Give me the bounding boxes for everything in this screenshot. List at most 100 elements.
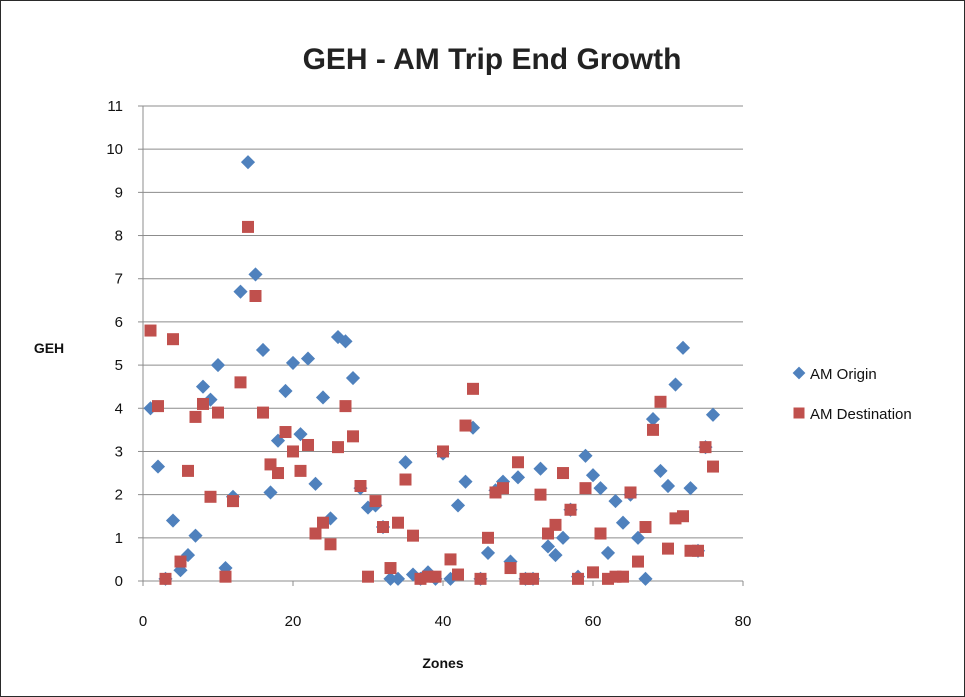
point-origin-61	[593, 481, 608, 496]
gridlines	[143, 105, 743, 582]
point-origin-56	[555, 530, 571, 545]
y-tick-label-10: 10	[106, 141, 123, 158]
point-origin-23	[308, 476, 323, 491]
point-destination-6	[182, 464, 194, 477]
point-origin-60	[585, 468, 601, 483]
legend-label-am-destination: AM Destination	[810, 406, 912, 423]
point-destination-9	[204, 490, 217, 503]
point-origin-17	[263, 485, 278, 500]
point-origin-34	[390, 571, 406, 586]
series-am-destination	[144, 220, 719, 585]
point-origin-15	[248, 267, 263, 282]
point-origin-8	[195, 379, 211, 394]
point-destination-55	[549, 518, 562, 531]
x-tick-label-60: 60	[585, 613, 602, 630]
point-destination-39	[429, 570, 442, 583]
point-destination-52	[527, 572, 539, 585]
series-am-origin	[143, 155, 721, 586]
y-tick-label-11: 11	[107, 98, 123, 115]
point-destination-69	[654, 395, 667, 408]
point-origin-72	[675, 340, 691, 355]
y-axis-label: GEH	[34, 340, 64, 356]
point-origin-24	[315, 390, 331, 405]
x-tick-label-40: 40	[435, 613, 452, 630]
point-destination-64	[617, 570, 629, 583]
point-origin-10	[210, 358, 226, 373]
legend-label-am-origin: AM Origin	[810, 366, 877, 383]
point-destination-33	[384, 562, 397, 575]
point-origin-16	[255, 342, 271, 358]
point-origin-69	[653, 463, 668, 478]
chart-title: GEH - AM Trip End Growth	[303, 43, 682, 76]
point-destination-66	[632, 555, 644, 568]
point-destination-11	[219, 570, 232, 583]
point-destination-36	[407, 529, 419, 542]
point-origin-46	[480, 545, 496, 561]
point-origin-19	[278, 383, 293, 399]
point-destination-29	[354, 480, 367, 492]
x-tick-label-0: 0	[139, 613, 147, 630]
point-origin-71	[668, 377, 683, 392]
x-tick-label-80: 80	[735, 613, 752, 630]
point-origin-50	[510, 470, 526, 485]
point-destination-75	[699, 441, 712, 454]
point-origin-64	[615, 515, 631, 530]
point-origin-21	[293, 427, 308, 442]
point-origin-22	[300, 351, 316, 366]
legend-item-am-destination: AM Destination	[793, 406, 912, 423]
point-origin-28	[345, 370, 361, 386]
point-origin-66	[630, 530, 646, 545]
x-axis-label: Zones	[422, 655, 463, 671]
point-destination-56	[557, 467, 569, 480]
point-destination-53	[534, 488, 547, 501]
point-origin-14	[240, 155, 256, 170]
y-tick-label-5: 5	[115, 357, 123, 374]
point-origin-67	[638, 571, 653, 586]
point-origin-63	[608, 494, 623, 509]
point-destination-74	[692, 544, 704, 557]
point-destination-41	[444, 553, 457, 566]
point-destination-49	[504, 562, 517, 575]
point-destination-30	[362, 570, 374, 583]
point-origin-7	[188, 528, 203, 543]
point-destination-5	[174, 555, 187, 568]
point-destination-14	[242, 220, 254, 233]
point-destination-24	[317, 516, 329, 529]
point-origin-68	[645, 411, 661, 427]
legend: AM Origin AM Destination	[792, 366, 912, 423]
point-destination-42	[452, 568, 464, 581]
y-tick-label-6: 6	[115, 314, 123, 331]
y-tick-label-9: 9	[115, 184, 123, 201]
point-origin-4	[165, 513, 181, 528]
point-destination-48	[497, 482, 509, 495]
point-destination-18	[272, 467, 284, 480]
point-destination-13	[234, 376, 247, 389]
x-axis-ticks: 0 20 40 60 80	[139, 581, 752, 630]
point-destination-4	[167, 333, 179, 346]
point-destination-40	[437, 445, 449, 458]
point-destination-16	[257, 406, 269, 419]
point-origin-70	[660, 478, 676, 494]
point-origin-59	[578, 448, 593, 463]
point-destination-76	[707, 460, 719, 473]
point-destination-46	[482, 531, 494, 544]
point-destination-70	[662, 542, 674, 555]
point-destination-23	[309, 527, 322, 540]
point-destination-43	[459, 419, 472, 432]
legend-item-am-origin: AM Origin	[792, 366, 877, 383]
point-destination-57	[564, 503, 577, 516]
point-origin-43	[458, 474, 473, 489]
point-origin-27	[338, 334, 353, 349]
point-origin-62	[600, 545, 616, 561]
point-origin-13	[233, 284, 248, 299]
y-tick-label-4: 4	[115, 400, 123, 417]
point-origin-55	[548, 548, 563, 563]
y-tick-label-2: 2	[115, 487, 123, 504]
point-origin-76	[705, 407, 721, 422]
point-destination-68	[647, 423, 659, 436]
point-destination-60	[587, 566, 599, 579]
point-destination-27	[339, 400, 352, 413]
point-destination-2	[152, 400, 164, 413]
